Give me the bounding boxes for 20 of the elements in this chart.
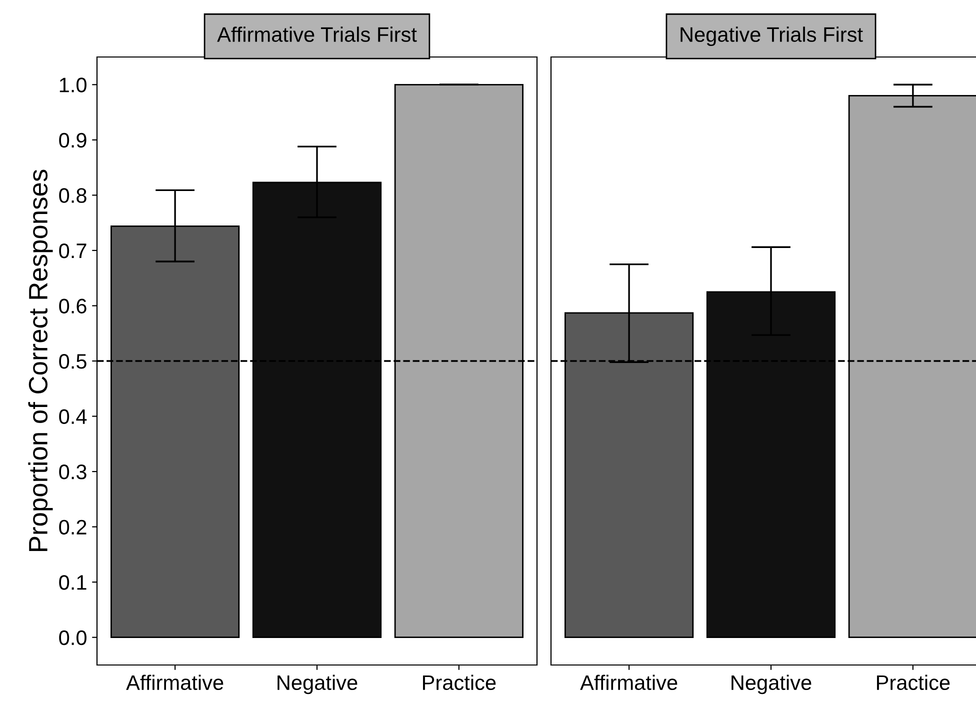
y-axis-title: Proportion of Correct Responses <box>28 170 53 551</box>
y-tick-label: 0.7 <box>59 243 86 258</box>
x-tick-label: Affirmative <box>580 674 678 690</box>
x-tick-label: Affirmative <box>126 674 224 690</box>
x-tick-label: Practice <box>877 674 950 690</box>
y-tick-label: 0.5 <box>59 354 86 369</box>
y-tick-label: 0.1 <box>59 575 86 590</box>
y-tick-label: 0.2 <box>59 520 86 535</box>
chart-title: Negative Trials First <box>680 26 863 46</box>
y-tick-label: 0.4 <box>59 409 87 424</box>
y-tick-label: 0.3 <box>59 464 86 480</box>
y-tick-label: 0.6 <box>59 298 86 314</box>
y-tick-label: 0.8 <box>59 188 86 203</box>
x-tick-label: Negative <box>278 674 358 694</box>
y-tick-label: 1.0 <box>60 78 86 92</box>
y-tick-label: 0.0 <box>59 630 86 646</box>
x-tick-label: Practice <box>423 674 496 690</box>
chart-title: Affirmative Trials First <box>217 26 417 42</box>
x-tick-label: Negative <box>732 674 812 694</box>
y-tick-label: 0.9 <box>59 132 86 148</box>
